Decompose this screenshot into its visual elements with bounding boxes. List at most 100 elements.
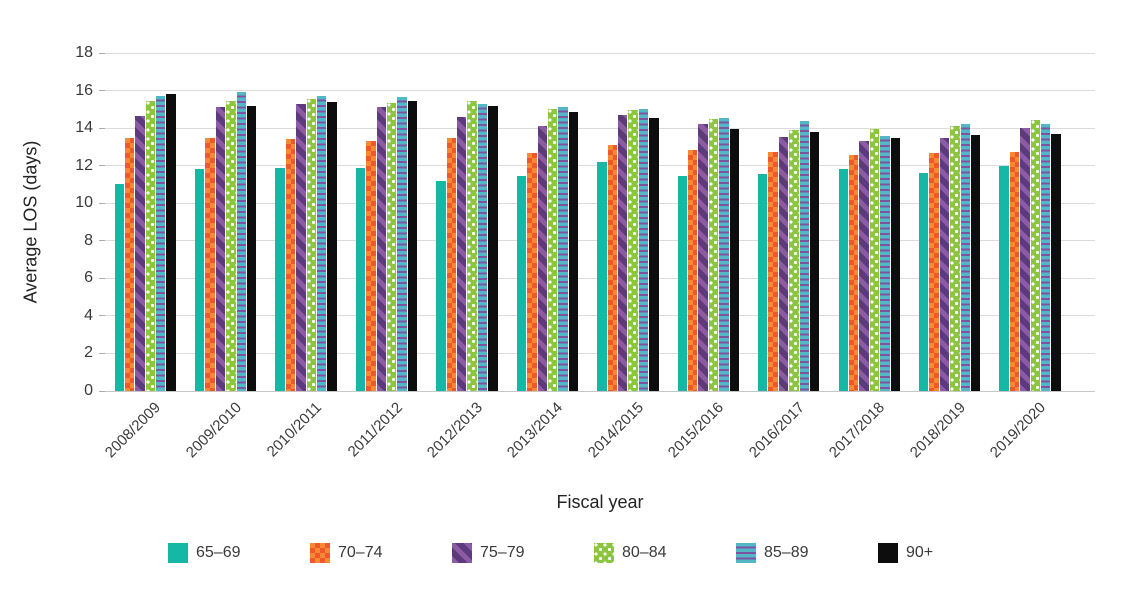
bar-65–69-2019/2020 [999,165,1009,391]
x-tick-label: 2017/2018 [826,399,889,462]
y-tick-mark [99,165,105,167]
bar-75–79-2019/2020 [1020,128,1030,391]
legend-label: 70–74 [338,544,383,561]
legend-label: 80–84 [622,544,667,561]
bar-75–79-2013/2014 [537,126,547,391]
y-axis-title: Average LOS (days) [20,140,41,304]
bar-90+-2012/2013 [488,105,498,391]
gridline [105,90,1095,92]
bar-85–89-2017/2018 [880,135,890,391]
y-tick-label: 6 [84,269,93,287]
bar-70–74-2014/2015 [607,145,617,391]
legend-swatch-85–89 [736,543,756,563]
bar-group [516,53,579,391]
bar-85–89-2008/2009 [156,96,166,391]
legend-label: 65–69 [196,544,241,561]
y-tick-label: 16 [75,81,93,99]
bar-85–89-2013/2014 [558,107,568,391]
bar-65–69-2011/2012 [355,167,366,391]
bar-80–84-2011/2012 [387,102,397,391]
y-tick-mark [99,390,105,392]
bar-90+-2010/2011 [327,101,337,391]
bar-90+-2018/2019 [970,134,981,391]
bar-group [999,53,1061,391]
bar-80–84-2014/2015 [628,110,638,391]
bar-65–69-2009/2010 [194,169,205,391]
bar-90+-2008/2009 [166,94,176,391]
legend-label: 85–89 [764,544,809,561]
bar-85–89-2015/2016 [719,117,729,391]
bar-80–84-2018/2019 [950,126,960,391]
y-tick-label: 18 [75,44,93,61]
legend-swatch-80–84 [594,543,614,563]
x-tick-label: 2013/2014 [504,399,567,462]
bar-65–69-2012/2013 [436,180,446,391]
bar-group [758,53,820,391]
bar-80–84-2017/2018 [869,129,880,391]
bar-70–74-2018/2019 [929,152,939,391]
bar-group [838,53,900,391]
legend-label: 90+ [906,544,934,561]
bar-75–79-2016/2017 [778,136,789,391]
legend-item: 80–84 [594,543,736,563]
x-tick-label: 2018/2019 [906,399,969,462]
bar-65–69-2015/2016 [677,176,688,391]
x-axis-title: Fiscal year [556,492,644,512]
x-tick-label: 2012/2013 [423,399,487,462]
bar-group [436,53,498,391]
legend-swatch-90+ [878,543,898,563]
bar-90+-2011/2012 [407,100,418,391]
bar-85–89-2012/2013 [477,103,488,391]
x-tick-label: 2019/2020 [987,399,1050,462]
x-tick-label: 2015/2016 [665,399,728,462]
bar-70–74-2017/2018 [848,155,859,391]
y-tick-label: 8 [84,231,93,249]
x-tick-label: 2014/2015 [584,399,647,462]
gridline [105,127,1095,129]
y-tick-label: 10 [75,194,93,212]
legend-label: 75–79 [480,544,525,561]
legend-swatch-75–79 [452,543,472,563]
x-tick-label: 2008/2009 [102,399,165,462]
bar-85–89-2010/2011 [316,96,327,391]
bar-65–69-2017/2018 [838,169,848,391]
bar-85–89-2014/2015 [638,109,649,391]
bar-65–69-2018/2019 [919,173,929,391]
bar-70–74-2009/2010 [205,137,215,391]
x-tick-label: 2011/2012 [344,399,406,461]
x-tick-label: 2010/2011 [263,399,326,461]
bar-85–89-2009/2010 [236,91,246,391]
y-tick-mark [99,90,105,92]
bar-80–84-2015/2016 [708,118,719,391]
y-tick-label: 0 [84,382,93,399]
y-tick-mark [99,240,105,242]
plot-area [105,52,1095,392]
bar-65–69-2014/2015 [597,161,607,391]
bar-group [114,53,176,391]
bar-90+-2013/2014 [568,112,579,391]
bar-group [597,53,659,391]
y-tick-label: 12 [75,156,93,174]
bar-70–74-2012/2013 [446,138,457,391]
bar-group [355,53,418,391]
legend-swatch-70–74 [310,543,330,563]
bar-70–74-2008/2009 [124,137,135,391]
bar-70–74-2011/2012 [366,141,376,391]
bar-90+-2009/2010 [246,105,257,391]
bar-80–84-2009/2010 [226,100,236,391]
bar-75–79-2008/2009 [135,115,145,391]
bar-65–69-2010/2011 [275,167,285,391]
y-tick-mark [99,52,105,54]
bar-85–89-2016/2017 [799,120,810,391]
bar-90+-2019/2020 [1051,133,1061,391]
bar-90+-2014/2015 [649,117,659,391]
bar-85–89-2018/2019 [960,124,970,391]
bar-group [194,53,257,391]
bar-group [275,53,337,391]
bar-80–84-2016/2017 [789,130,799,391]
y-tick-mark [99,277,105,279]
x-tick-label: 2016/2017 [745,399,808,462]
y-tick-label: 14 [75,119,93,137]
bar-80–84-2008/2009 [145,100,156,391]
